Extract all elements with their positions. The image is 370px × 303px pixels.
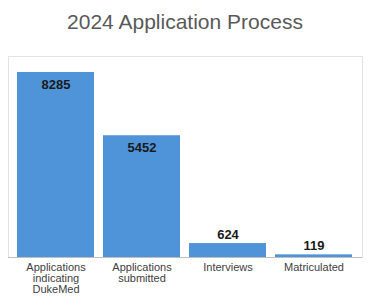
svg-text:119: 119 [304, 238, 325, 253]
svg-text:Interviews: Interviews [203, 261, 253, 273]
svg-text:Matriculated: Matriculated [284, 261, 344, 273]
svg-text:Applicationssubmitted: Applicationssubmitted [112, 261, 172, 284]
svg-text:5452: 5452 [128, 140, 157, 155]
svg-text:8285: 8285 [42, 77, 71, 92]
svg-text:624: 624 [217, 227, 239, 242]
svg-text:ApplicationsindicatingDukeMed: ApplicationsindicatingDukeMed [26, 261, 86, 295]
html-text:2024 Application Process: 2024 Application Process [67, 10, 303, 33]
